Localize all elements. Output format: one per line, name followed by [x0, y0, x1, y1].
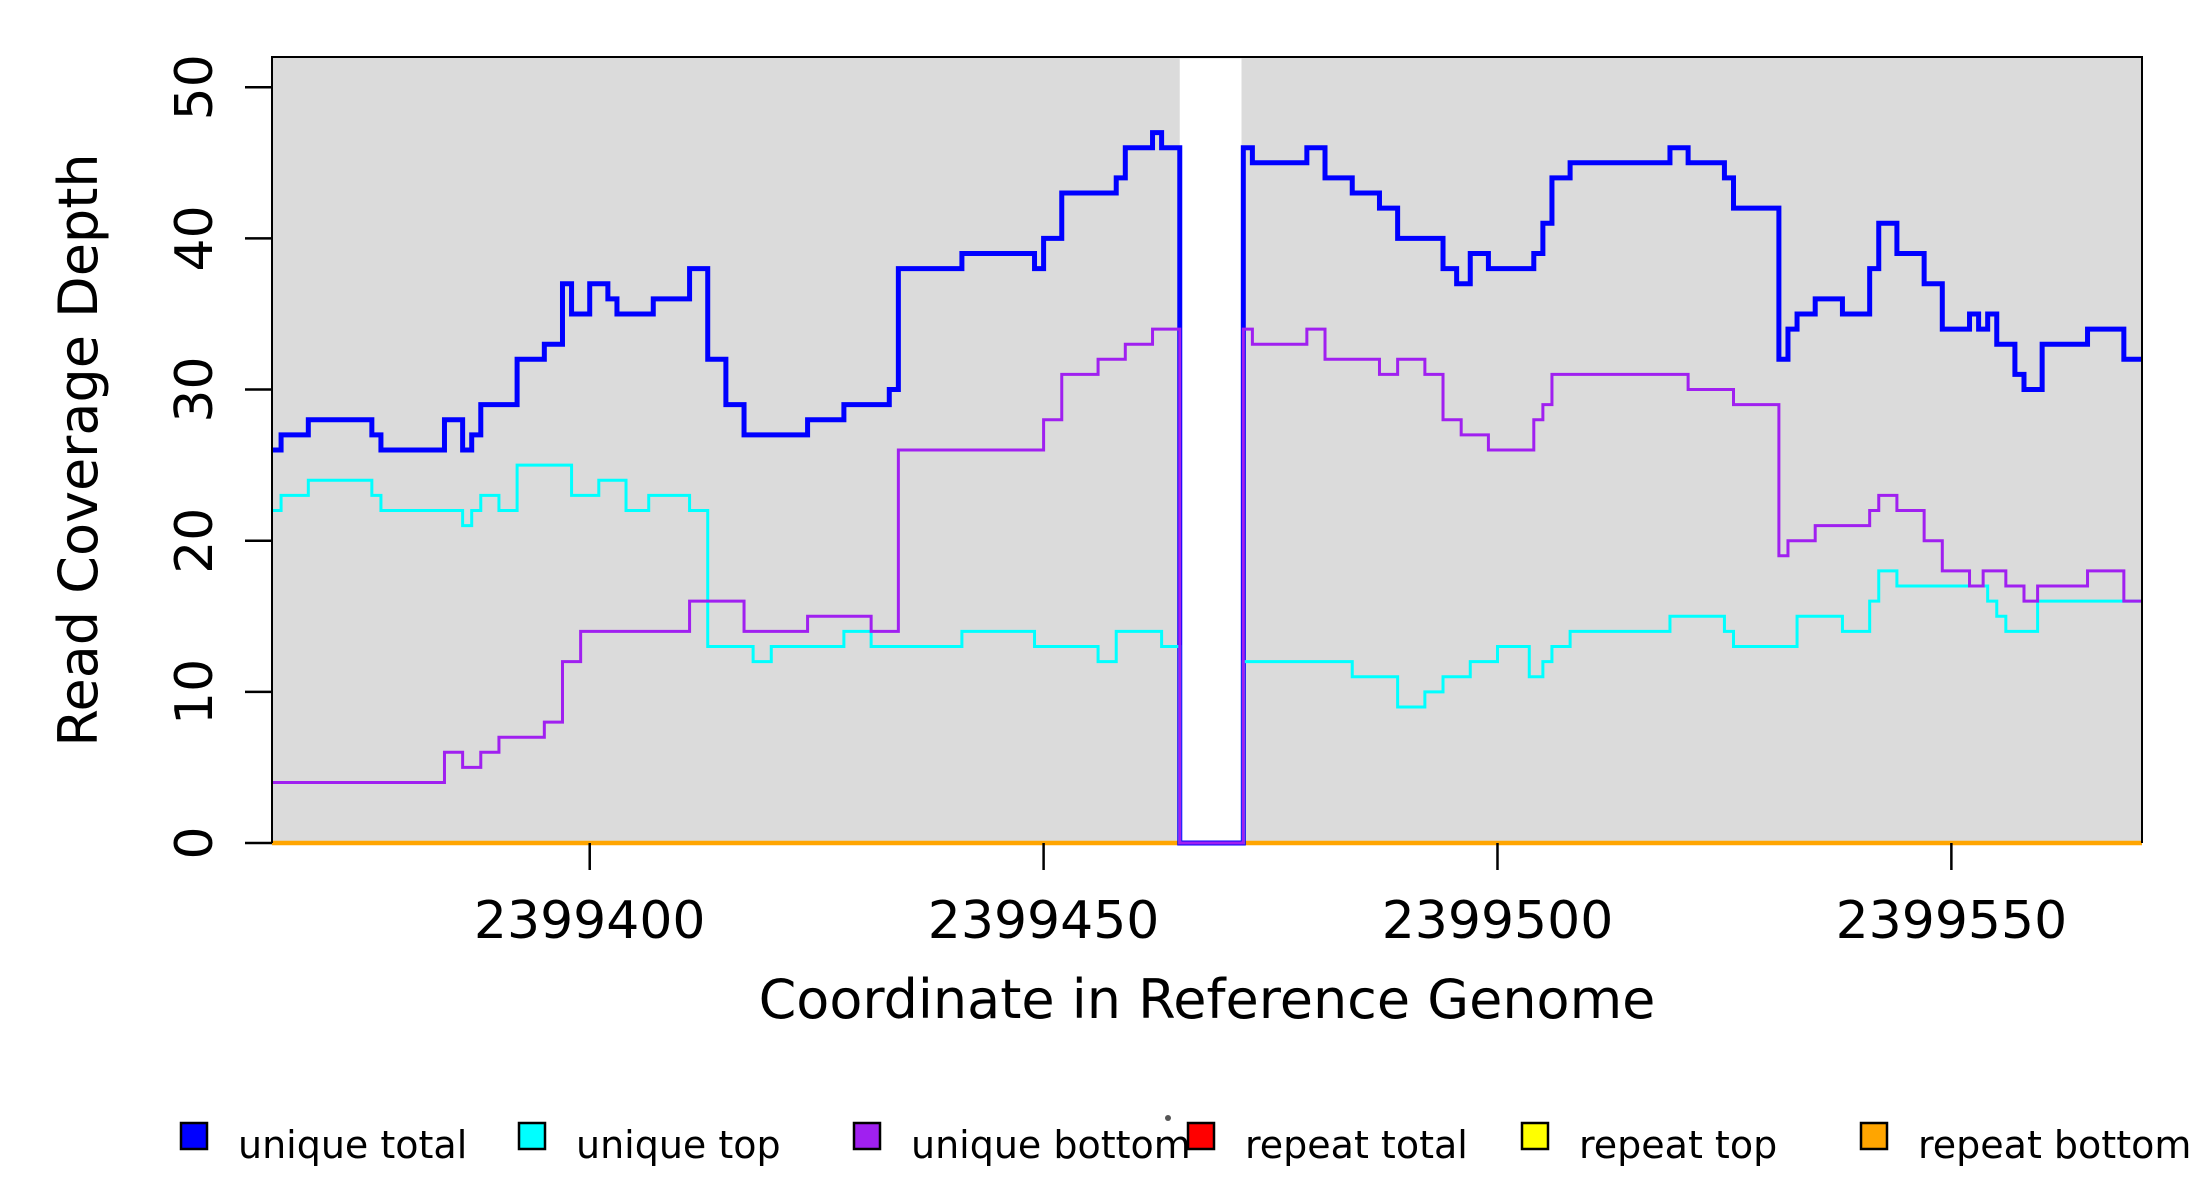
y-tick-label: 0	[165, 826, 225, 859]
legend-item-repeat-bottom: repeat bottom	[1859, 1121, 2191, 1167]
x-tick-label: 2399400	[474, 891, 706, 951]
legend-label-unique-total: unique total	[238, 1123, 467, 1167]
legend-swatch-repeat-bottom	[1859, 1121, 1889, 1151]
x-tick-label: 2399550	[1836, 891, 2068, 951]
series-line-unique-total	[272, 130, 2142, 846]
legend-label-repeat-total: repeat total	[1245, 1123, 1468, 1167]
y-tick-label: 30	[165, 356, 225, 422]
legend-swatch-unique-top	[517, 1121, 547, 1151]
legend-swatch-repeat-top	[1520, 1121, 1550, 1151]
y-tick-label: 40	[165, 205, 225, 271]
x-tick-label: 2399500	[1382, 891, 1614, 951]
legend-swatch-unique-bottom	[852, 1121, 882, 1151]
legend-swatch-unique-total	[179, 1121, 209, 1151]
legend-item-unique-total: unique total	[179, 1121, 467, 1167]
legend-label-repeat-bottom: repeat bottom	[1918, 1123, 2191, 1167]
y-axis-title: Read Coverage Depth	[47, 153, 110, 746]
axis-ticks-group	[245, 85, 1953, 870]
plot-panel-group	[272, 57, 2142, 844]
x-tick-label: 2399450	[928, 891, 1160, 951]
y-tick-label: 20	[165, 508, 225, 574]
stray-dot-artifact	[1165, 1115, 1171, 1121]
series-lines-group	[272, 130, 2142, 846]
tick-labels-group: 2399400 2399450 2399500 2399550 0 10 20 30 40 50	[165, 54, 2067, 951]
y-tick-label: 10	[165, 659, 225, 725]
legend-swatch-repeat-total	[1186, 1121, 1216, 1151]
legend-item-repeat-top: repeat top	[1520, 1121, 1777, 1167]
plot-frame-group	[271, 56, 2143, 843]
plot-frame	[271, 56, 2143, 843]
y-tick-label: 50	[165, 54, 225, 120]
legend: unique total unique top unique bottom repea…	[179, 1115, 2191, 1167]
legend-label-unique-bottom: unique bottom	[911, 1123, 1191, 1167]
legend-item-unique-bottom: unique bottom	[852, 1121, 1191, 1167]
series-line-unique-bottom	[272, 327, 2142, 845]
x-axis-title: Coordinate in Reference Genome	[759, 968, 1656, 1031]
legend-item-repeat-total: repeat total	[1186, 1121, 1468, 1167]
coverage-gap-band	[1179, 58, 1242, 842]
series-line-unique-top	[272, 463, 2142, 845]
legend-item-unique-top: unique top	[517, 1121, 781, 1167]
legend-label-repeat-top: repeat top	[1579, 1123, 1777, 1167]
legend-label-unique-top: unique top	[576, 1123, 781, 1167]
